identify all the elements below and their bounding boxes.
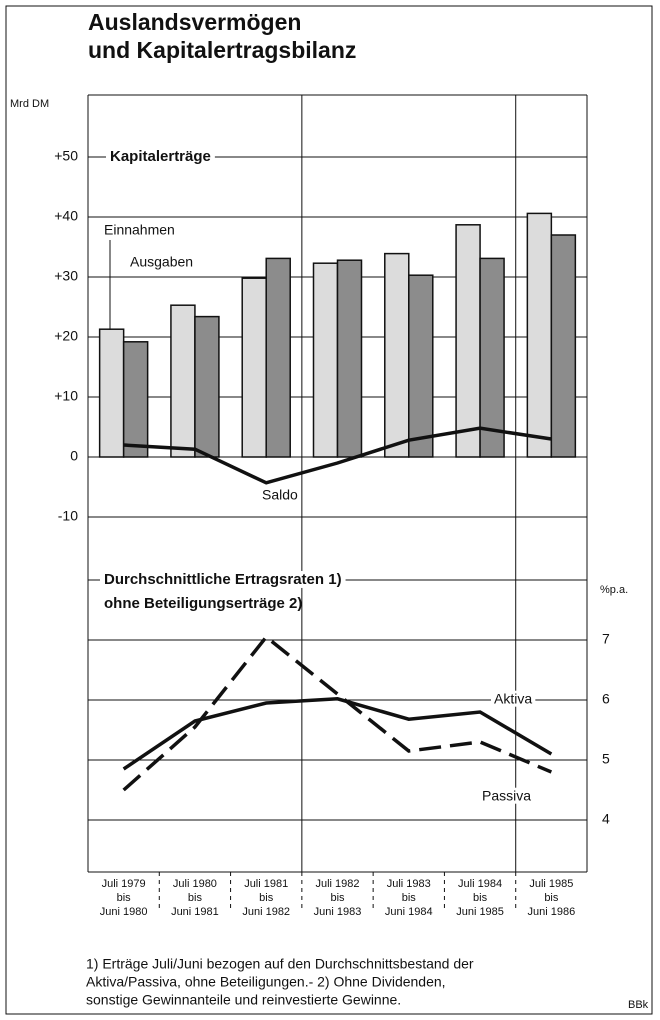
bar [384,252,410,458]
bar [336,259,363,458]
bar [265,257,291,458]
title-line: Auslandsvermögen [88,9,301,35]
x-tick-label: bis [544,892,559,904]
x-tick-label: Juni 1986 [527,906,575,918]
x-tick-label: Juni 1985 [456,906,504,918]
x-tick-label: Juni 1981 [171,906,219,918]
y-tick-label: 7 [602,631,610,647]
panel-title: ohne Beteiligungserträge 2) [104,595,302,612]
x-tick-label: Juni 1980 [100,906,148,918]
y-tick-label: 6 [602,691,610,707]
frame [5,5,653,1015]
x-tick-label: Juli 1985 [529,878,573,890]
x-tick-label: bis [473,892,488,904]
bar [312,262,339,458]
bar [122,341,149,458]
x-tick-label: Juni 1982 [242,906,290,918]
y-tick-label: +20 [54,328,78,344]
x-tick-label: Juni 1983 [314,906,362,918]
x-tick-label: bis [259,892,274,904]
heading-bg [100,570,346,588]
y-tick-label: 0 [70,448,78,464]
heading-bg [106,147,215,165]
bar [550,234,577,458]
y-tick-label: +30 [54,268,78,284]
bar [479,257,505,458]
label-bg [479,787,535,804]
footnote: Aktiva/Passiva, ohne Beteiligungen.- 2) … [86,974,446,990]
x-tick-label: Juli 1982 [315,878,359,890]
label-bg [127,253,197,270]
x-tick-label: bis [188,892,203,904]
x-tick-label: bis [117,892,132,904]
y-tick-label: 5 [602,751,610,767]
label-bg [259,486,302,503]
line [122,634,553,792]
y-tick-label: +10 [54,388,78,404]
bar [194,315,220,458]
bar [455,224,481,458]
bar [526,212,553,458]
x-tick-label: Juli 1980 [173,878,217,890]
x-tick-label: bis [402,892,417,904]
panel-title: Durchschnittliche Ertragsraten 1) [104,571,342,588]
x-tick-label: Juli 1981 [244,878,288,890]
line [122,697,553,771]
y-tick-label: 4 [602,811,610,827]
series-label: Aktiva [494,691,532,707]
series-label: Saldo [262,487,298,503]
label-bg [101,221,178,238]
bar [170,304,196,458]
bar [241,277,267,458]
footnote: 1) Erträge Juli/Juni bezogen auf den Dur… [86,956,474,972]
panel-title: Kapitalerträge [110,148,211,165]
title-line: und Kapitalertragsbilanz [88,37,356,63]
y-tick-label: +50 [54,148,78,164]
x-tick-label: Juli 1983 [387,878,431,890]
x-tick-label: bis [330,892,345,904]
x-tick-label: Juni 1984 [385,906,433,918]
line [123,426,552,485]
y-tick-label: -10 [58,508,78,524]
bar [98,328,125,458]
series-label: Einnahmen [104,222,175,238]
series-label: Ausgaben [130,254,193,270]
x-tick-label: Juli 1984 [458,878,502,890]
x-tick-label: Juli 1979 [102,878,146,890]
series-label: Passiva [482,788,531,804]
y-axis-label: %p.a. [600,584,628,596]
footnote: sonstige Gewinnanteile und reinvestierte… [86,992,401,1008]
bar [408,274,434,458]
y-tick-label: +40 [54,208,78,224]
label-bg [491,690,536,707]
source: BBk [628,999,649,1011]
y-axis-label: Mrd DM [10,98,49,110]
